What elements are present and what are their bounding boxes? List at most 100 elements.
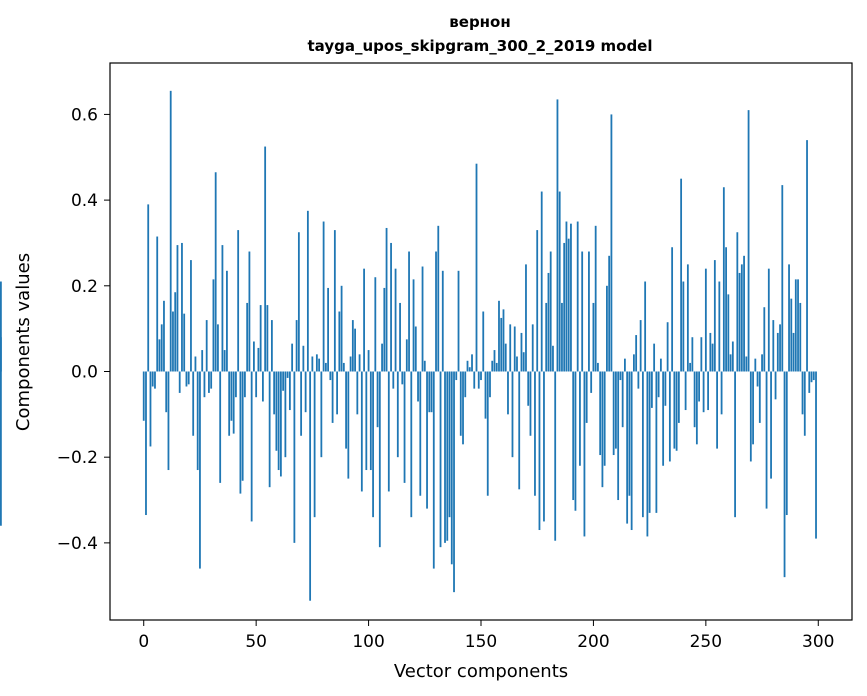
bar bbox=[722, 187, 725, 372]
bar bbox=[549, 251, 552, 372]
bar bbox=[590, 371, 593, 393]
bar bbox=[803, 371, 806, 436]
bar bbox=[471, 354, 473, 372]
bar bbox=[448, 371, 451, 518]
bar bbox=[306, 210, 309, 372]
bar bbox=[468, 367, 471, 372]
bar bbox=[322, 221, 325, 372]
bar bbox=[257, 347, 260, 372]
x-axis-ticks: 0 50 100 150 200 250 300 bbox=[138, 620, 834, 652]
bar bbox=[772, 320, 775, 372]
bar bbox=[579, 371, 581, 466]
bar bbox=[531, 324, 534, 372]
bar bbox=[331, 371, 334, 423]
bar bbox=[457, 270, 460, 372]
bar bbox=[637, 371, 640, 389]
bar bbox=[345, 371, 347, 449]
bar bbox=[615, 371, 617, 449]
x-tick-label: 250 bbox=[690, 632, 722, 652]
bar bbox=[621, 371, 624, 428]
bar bbox=[324, 362, 327, 372]
bar bbox=[253, 341, 255, 372]
bar bbox=[473, 371, 476, 389]
bar bbox=[700, 337, 703, 372]
bar bbox=[288, 371, 291, 411]
bar bbox=[597, 362, 599, 372]
bar bbox=[327, 287, 329, 372]
bar bbox=[172, 311, 174, 372]
bar bbox=[455, 371, 458, 381]
bar bbox=[183, 313, 186, 372]
y-axis-label: Components values bbox=[13, 253, 34, 431]
bar bbox=[264, 146, 267, 372]
bar bbox=[792, 332, 795, 372]
bar bbox=[655, 371, 658, 513]
bar bbox=[255, 371, 258, 398]
bar bbox=[747, 110, 750, 372]
bar bbox=[558, 191, 561, 372]
bar bbox=[482, 311, 485, 372]
bar bbox=[675, 371, 678, 451]
bar bbox=[666, 322, 669, 372]
bar bbox=[619, 371, 622, 381]
bar bbox=[441, 270, 444, 372]
bar bbox=[799, 302, 802, 372]
bar bbox=[163, 300, 165, 372]
bar bbox=[286, 371, 289, 378]
bar bbox=[770, 371, 772, 479]
bar bbox=[421, 266, 424, 372]
bar bbox=[601, 371, 604, 488]
bar bbox=[354, 328, 356, 372]
bar bbox=[250, 371, 253, 522]
bar bbox=[0, 371, 2, 526]
bar bbox=[187, 371, 190, 385]
bar bbox=[342, 362, 345, 372]
bar bbox=[749, 371, 752, 462]
bar bbox=[756, 371, 759, 387]
bar bbox=[682, 281, 685, 372]
bar bbox=[381, 343, 383, 372]
bar bbox=[338, 311, 341, 372]
bar bbox=[677, 371, 680, 423]
bar bbox=[313, 371, 316, 518]
bar bbox=[626, 371, 629, 524]
bar bbox=[340, 285, 343, 372]
bar bbox=[466, 360, 469, 372]
bar bbox=[713, 260, 716, 372]
chart-title: вернон bbox=[449, 13, 510, 31]
bar bbox=[149, 371, 152, 447]
bar bbox=[237, 230, 240, 372]
bar bbox=[196, 371, 199, 471]
bar bbox=[268, 371, 271, 488]
bar bbox=[282, 371, 285, 391]
bar bbox=[246, 302, 249, 372]
bar bbox=[727, 294, 730, 372]
bar bbox=[145, 371, 147, 516]
bar bbox=[309, 371, 312, 601]
bar bbox=[275, 371, 278, 451]
bar bbox=[151, 371, 154, 387]
bar bbox=[318, 358, 321, 372]
bar bbox=[374, 277, 377, 372]
bar bbox=[210, 371, 213, 389]
bar bbox=[500, 317, 503, 372]
bar bbox=[464, 371, 467, 398]
bar bbox=[387, 371, 390, 492]
bar bbox=[785, 371, 788, 516]
bar bbox=[491, 360, 494, 372]
bar bbox=[781, 185, 784, 372]
bar bbox=[504, 343, 507, 372]
bar bbox=[513, 326, 516, 372]
bar bbox=[635, 335, 638, 372]
bar bbox=[383, 287, 386, 372]
x-tick-label: 100 bbox=[352, 632, 384, 652]
bar bbox=[608, 255, 611, 372]
bar bbox=[554, 371, 557, 541]
bar bbox=[808, 371, 811, 393]
bar bbox=[174, 292, 177, 372]
bar bbox=[203, 371, 206, 398]
bar bbox=[176, 245, 179, 372]
bar bbox=[745, 356, 748, 372]
bar bbox=[158, 339, 161, 372]
bar bbox=[376, 371, 379, 428]
